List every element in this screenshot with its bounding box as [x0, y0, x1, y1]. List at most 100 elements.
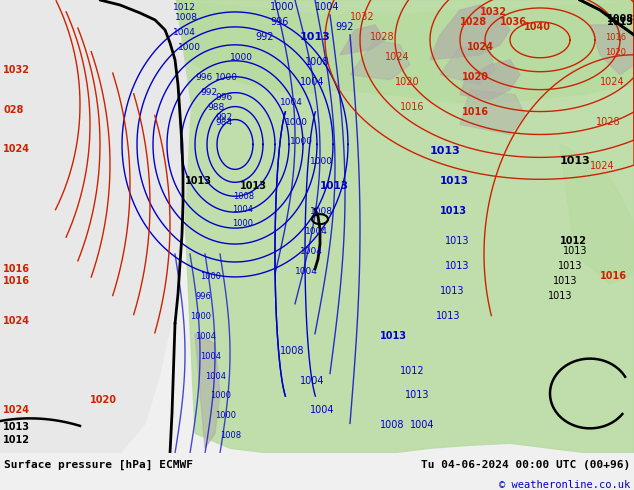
Text: 992: 992	[200, 88, 217, 97]
Text: 1000: 1000	[210, 392, 231, 400]
Polygon shape	[590, 25, 634, 74]
Text: 1016: 1016	[462, 106, 489, 117]
Text: 1016: 1016	[3, 264, 30, 274]
Text: 1000: 1000	[200, 272, 221, 281]
Polygon shape	[0, 0, 190, 453]
Text: 1028: 1028	[460, 17, 487, 27]
Text: 1016: 1016	[600, 271, 627, 281]
Text: 1000: 1000	[285, 118, 308, 126]
Text: 1013: 1013	[185, 176, 212, 186]
Text: 1013: 1013	[405, 391, 429, 400]
Text: 1013: 1013	[445, 261, 470, 271]
Text: 988: 988	[207, 102, 224, 112]
Text: 1016: 1016	[3, 276, 30, 286]
Text: 1024: 1024	[3, 145, 30, 154]
Text: 1000: 1000	[230, 53, 253, 62]
Text: 1016: 1016	[400, 101, 425, 112]
Text: 1004: 1004	[300, 76, 325, 87]
Text: 1013: 1013	[445, 236, 470, 246]
Polygon shape	[350, 40, 410, 80]
Text: 1024: 1024	[600, 76, 624, 87]
Text: 1032: 1032	[350, 12, 375, 22]
Text: 1013: 1013	[440, 286, 465, 296]
Text: 1004: 1004	[205, 371, 226, 381]
Polygon shape	[430, 5, 510, 60]
Polygon shape	[340, 25, 385, 55]
Polygon shape	[460, 60, 520, 99]
Text: 1020: 1020	[462, 72, 489, 82]
Polygon shape	[460, 90, 525, 134]
Text: 1028: 1028	[596, 117, 621, 126]
Text: 1000: 1000	[290, 137, 313, 147]
Text: 1000: 1000	[215, 412, 236, 420]
Text: 992: 992	[335, 22, 354, 32]
Polygon shape	[440, 47, 495, 85]
Text: 1024: 1024	[3, 405, 30, 416]
Text: 1040: 1040	[524, 22, 551, 32]
Text: 1013: 1013	[300, 32, 331, 42]
Text: 1036: 1036	[500, 17, 527, 27]
Text: 1013: 1013	[320, 181, 349, 191]
Text: 1013: 1013	[558, 261, 583, 271]
Text: 1008: 1008	[220, 431, 241, 441]
Text: 1013: 1013	[440, 206, 467, 216]
Text: 1013: 1013	[553, 276, 578, 286]
Text: 996: 996	[195, 292, 211, 301]
Text: 1013: 1013	[380, 331, 407, 341]
Text: 1013: 1013	[240, 181, 267, 191]
Text: 1004: 1004	[173, 28, 196, 37]
Text: 1008: 1008	[233, 192, 254, 201]
Text: 1000: 1000	[310, 157, 333, 167]
Polygon shape	[195, 334, 220, 448]
Text: 996: 996	[215, 93, 232, 101]
Polygon shape	[175, 0, 634, 453]
Text: Tu 04-06-2024 00:00 UTC (00+96): Tu 04-06-2024 00:00 UTC (00+96)	[421, 460, 630, 470]
Text: 992: 992	[255, 32, 273, 42]
Text: 1020: 1020	[395, 76, 420, 87]
Text: 992: 992	[215, 113, 232, 122]
Text: 1013: 1013	[436, 311, 460, 321]
Text: 1000: 1000	[215, 73, 238, 82]
Text: 1000: 1000	[270, 2, 295, 12]
Text: 1013: 1013	[440, 176, 469, 186]
Text: 1020: 1020	[90, 395, 117, 405]
Text: 1013: 1013	[563, 246, 588, 256]
Text: 1024: 1024	[467, 42, 494, 52]
Text: 1013: 1013	[607, 17, 634, 27]
Text: 1024: 1024	[590, 161, 614, 172]
Text: 984: 984	[215, 118, 232, 126]
Text: © weatheronline.co.uk: © weatheronline.co.uk	[499, 480, 630, 490]
Text: 1004: 1004	[315, 2, 339, 12]
Text: 1008: 1008	[310, 207, 333, 216]
Text: 1008: 1008	[280, 345, 304, 356]
Text: 1004: 1004	[295, 267, 318, 276]
Text: 1013: 1013	[430, 147, 461, 156]
Text: 1004: 1004	[305, 227, 328, 236]
Text: 1004: 1004	[280, 98, 303, 107]
Text: 996: 996	[270, 17, 288, 27]
Text: 1004: 1004	[310, 405, 335, 416]
Text: 1000: 1000	[190, 312, 211, 321]
Text: 1012: 1012	[3, 435, 30, 445]
Text: 1012: 1012	[173, 3, 196, 12]
Text: 1013: 1013	[548, 291, 573, 301]
Text: 1004: 1004	[300, 375, 325, 386]
Text: 1000: 1000	[232, 219, 253, 228]
Text: 028: 028	[3, 104, 23, 115]
Text: 1004: 1004	[200, 352, 221, 361]
Text: 1013: 1013	[560, 156, 591, 167]
Text: 1008: 1008	[380, 420, 404, 430]
Polygon shape	[170, 0, 634, 104]
Text: 1008: 1008	[607, 14, 634, 24]
Text: Surface pressure [hPa] ECMWF: Surface pressure [hPa] ECMWF	[4, 460, 193, 470]
Polygon shape	[560, 145, 634, 284]
Text: 1028: 1028	[370, 32, 394, 42]
Text: 1004: 1004	[300, 247, 323, 256]
Text: 1008: 1008	[175, 13, 198, 22]
Text: 1032: 1032	[480, 7, 507, 17]
Text: 1004: 1004	[410, 420, 434, 430]
Text: 996: 996	[195, 73, 212, 82]
Text: 1004: 1004	[232, 205, 253, 214]
Text: 1008: 1008	[305, 57, 330, 67]
Text: 1024: 1024	[385, 52, 410, 62]
